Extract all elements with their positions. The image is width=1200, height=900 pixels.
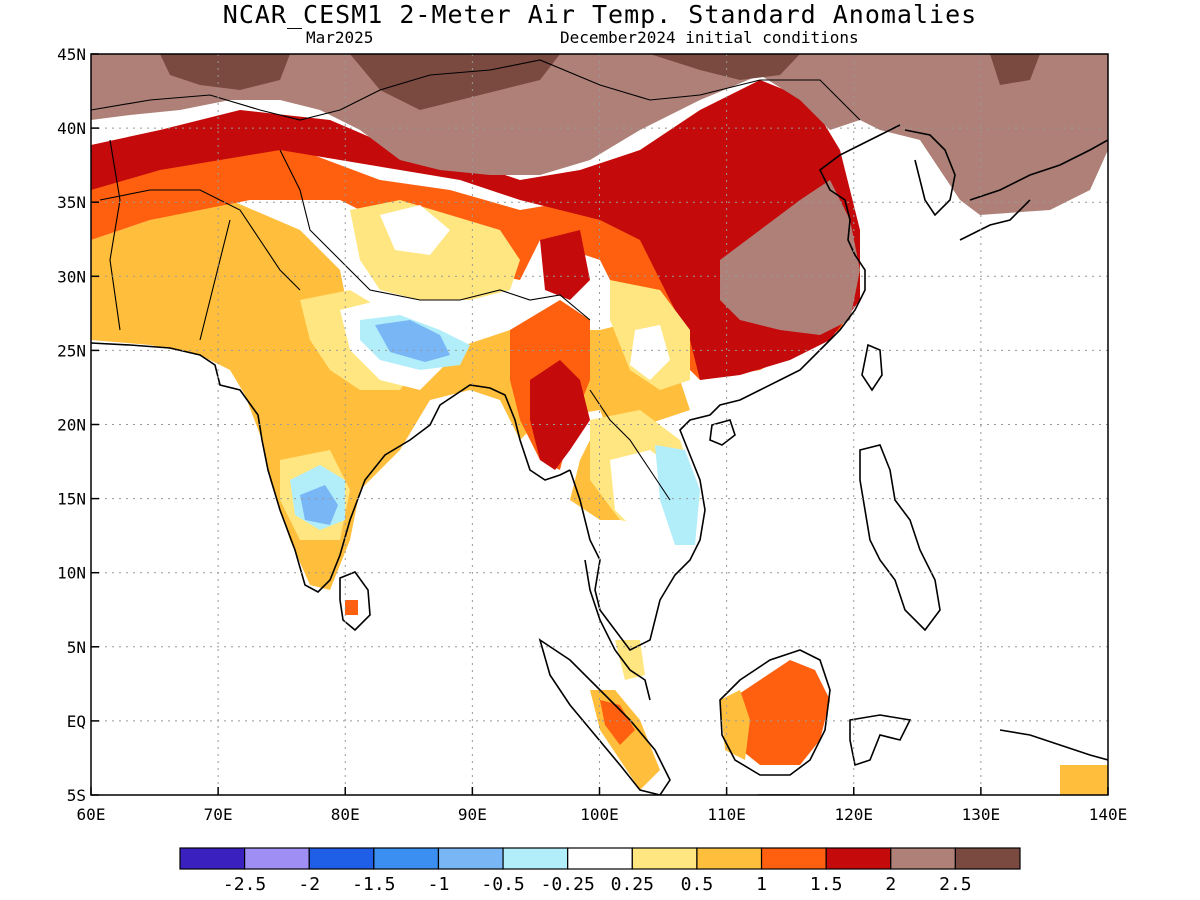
colorbar-label: 1 [756, 874, 767, 895]
colorbar-swatch [760, 847, 827, 870]
chart-title: NCAR_CESM1 2-Meter Air Temp. Standard An… [222, 0, 978, 29]
x-tick-label: 60E [77, 805, 106, 824]
region-anomaly-minus-0-5-to-minus-0-25-vietnam [655, 445, 700, 545]
x-tick-label: 70E [204, 805, 233, 824]
colorbar-swatch [954, 847, 1021, 870]
x-tick-label: 80E [331, 805, 360, 824]
colorbar-swatch [373, 847, 440, 870]
y-tick-label: 45N [57, 45, 86, 64]
x-tick-label: 130E [962, 805, 1001, 824]
y-tick-label: 25N [57, 341, 86, 360]
y-tick-label: 15N [57, 490, 86, 509]
coastline-new-guinea [999, 729, 1108, 761]
colorbar-swatch [308, 847, 375, 870]
colorbar-label: -2 [298, 874, 320, 895]
region-anomaly-above-2-5-mongolia [350, 54, 560, 110]
x-tick-label: 140E [1089, 805, 1128, 824]
y-axis: 5S EQ 5N 10N 15N 20N 25N 30N 35N 40N 45N [57, 45, 99, 805]
init-conditions-label: December2024 initial conditions [560, 28, 859, 47]
colorbar-label: 0.5 [681, 874, 714, 895]
x-tick-label: 120E [834, 805, 873, 824]
y-tick-label: 30N [57, 267, 86, 286]
colorbar-label: -0.25 [541, 874, 595, 895]
x-tick-label: 100E [580, 805, 619, 824]
colorbar-swatch [825, 847, 892, 870]
region-anomaly-1-5-to-2-china [91, 80, 860, 380]
colorbar-label: 2.5 [939, 874, 972, 895]
region-anomaly-minus-1-to-minus-0-5-deccan [300, 485, 338, 525]
border-india-pakistan [199, 219, 231, 341]
y-tick-label: EQ [67, 712, 86, 731]
colorbar-swatch [631, 847, 698, 870]
colorbar-label: -1 [428, 874, 450, 895]
region-anomaly-above-2-5-far-east [990, 54, 1040, 85]
colorbar-label: -2.5 [223, 874, 266, 895]
region-anomaly-above-2-5-northeast [650, 54, 800, 80]
y-tick-label: 10N [57, 564, 86, 583]
region-near-normal-tibet [380, 205, 450, 255]
y-tick-label: 5S [67, 786, 86, 805]
colorbar-label: -0.5 [481, 874, 524, 895]
graticule [91, 54, 1108, 795]
colorbar: -2.5 -2 -1.5 -1 -0.5 -0.25 0.25 0.5 1 1.5 2 2.5 [179, 847, 1021, 895]
region-anomaly-2-to-2-5 [91, 54, 1108, 215]
colorbar-label: 1.5 [810, 874, 843, 895]
colorbar-label: 2 [885, 874, 896, 895]
colorbar-swatch [179, 847, 246, 870]
coastline-sri-lanka [339, 571, 371, 632]
region-anomaly-0-5-to-1-new-guinea [1060, 765, 1108, 795]
colorbar-swatch [244, 847, 310, 870]
anomaly-field [91, 54, 1108, 795]
colorbar-swatch [890, 847, 956, 870]
country-borders [91, 59, 861, 501]
coastline-sumatra [538, 638, 671, 795]
coastline-indochina [569, 124, 901, 652]
y-tick-label: 40N [57, 119, 86, 138]
coastline-malay-peninsula [584, 559, 651, 701]
region-anomaly-above-2-5-west [160, 54, 290, 90]
region-anomaly-0-5-to-1 [91, 200, 690, 590]
region-anomaly-1-to-1-5-sumatra [600, 700, 635, 745]
valid-month-label: Mar2025 [306, 28, 374, 47]
y-tick-label: 20N [57, 416, 86, 435]
coastline-taiwan [861, 343, 883, 392]
region-anomaly-minus-1-to-minus-0-5-ganges [375, 320, 450, 362]
region-anomaly-1-to-1-5-borneo [730, 660, 830, 765]
coastline-sulawesi [849, 714, 912, 767]
region-anomaly-1-to-1-5-sri-lanka [345, 600, 358, 615]
colorbar-swatch [502, 847, 569, 870]
x-tick-label: 110E [707, 805, 746, 824]
border-central-asia [91, 59, 861, 121]
coastline-korea-japan [904, 129, 1108, 241]
region-anomaly-1-5-to-2-myanmar [530, 360, 590, 470]
coastline-borneo [719, 649, 831, 776]
region-anomaly-0-5-to-1-borneo [720, 690, 750, 760]
region-anomaly-0-25-to-0-5-malaya [615, 640, 645, 680]
x-axis: 60E 70E 80E 90E 100E 110E 120E 130E 140E [77, 787, 1128, 824]
coastline-hainan [709, 419, 736, 446]
region-near-normal-yunnan [630, 325, 670, 380]
colorbar-label: -1.5 [352, 874, 395, 895]
border-afghanistan-pakistan [99, 189, 301, 291]
border-china-india [279, 149, 591, 321]
x-tick-label: 90E [458, 805, 487, 824]
border-iran [109, 139, 121, 331]
y-tick-label: 5N [67, 638, 86, 657]
region-anomaly-2-to-2-5-east-china [720, 180, 860, 335]
colorbar-swatch [567, 847, 633, 870]
y-tick-label: 35N [57, 193, 86, 212]
colorbar-swatch [437, 847, 504, 870]
border-mekong [589, 389, 671, 501]
colorbar-swatch [696, 847, 763, 870]
coastline-philippines [859, 444, 941, 632]
region-anomaly-1-5-to-2-tibet-east [540, 230, 590, 300]
colorbar-label: 0.25 [611, 874, 654, 895]
